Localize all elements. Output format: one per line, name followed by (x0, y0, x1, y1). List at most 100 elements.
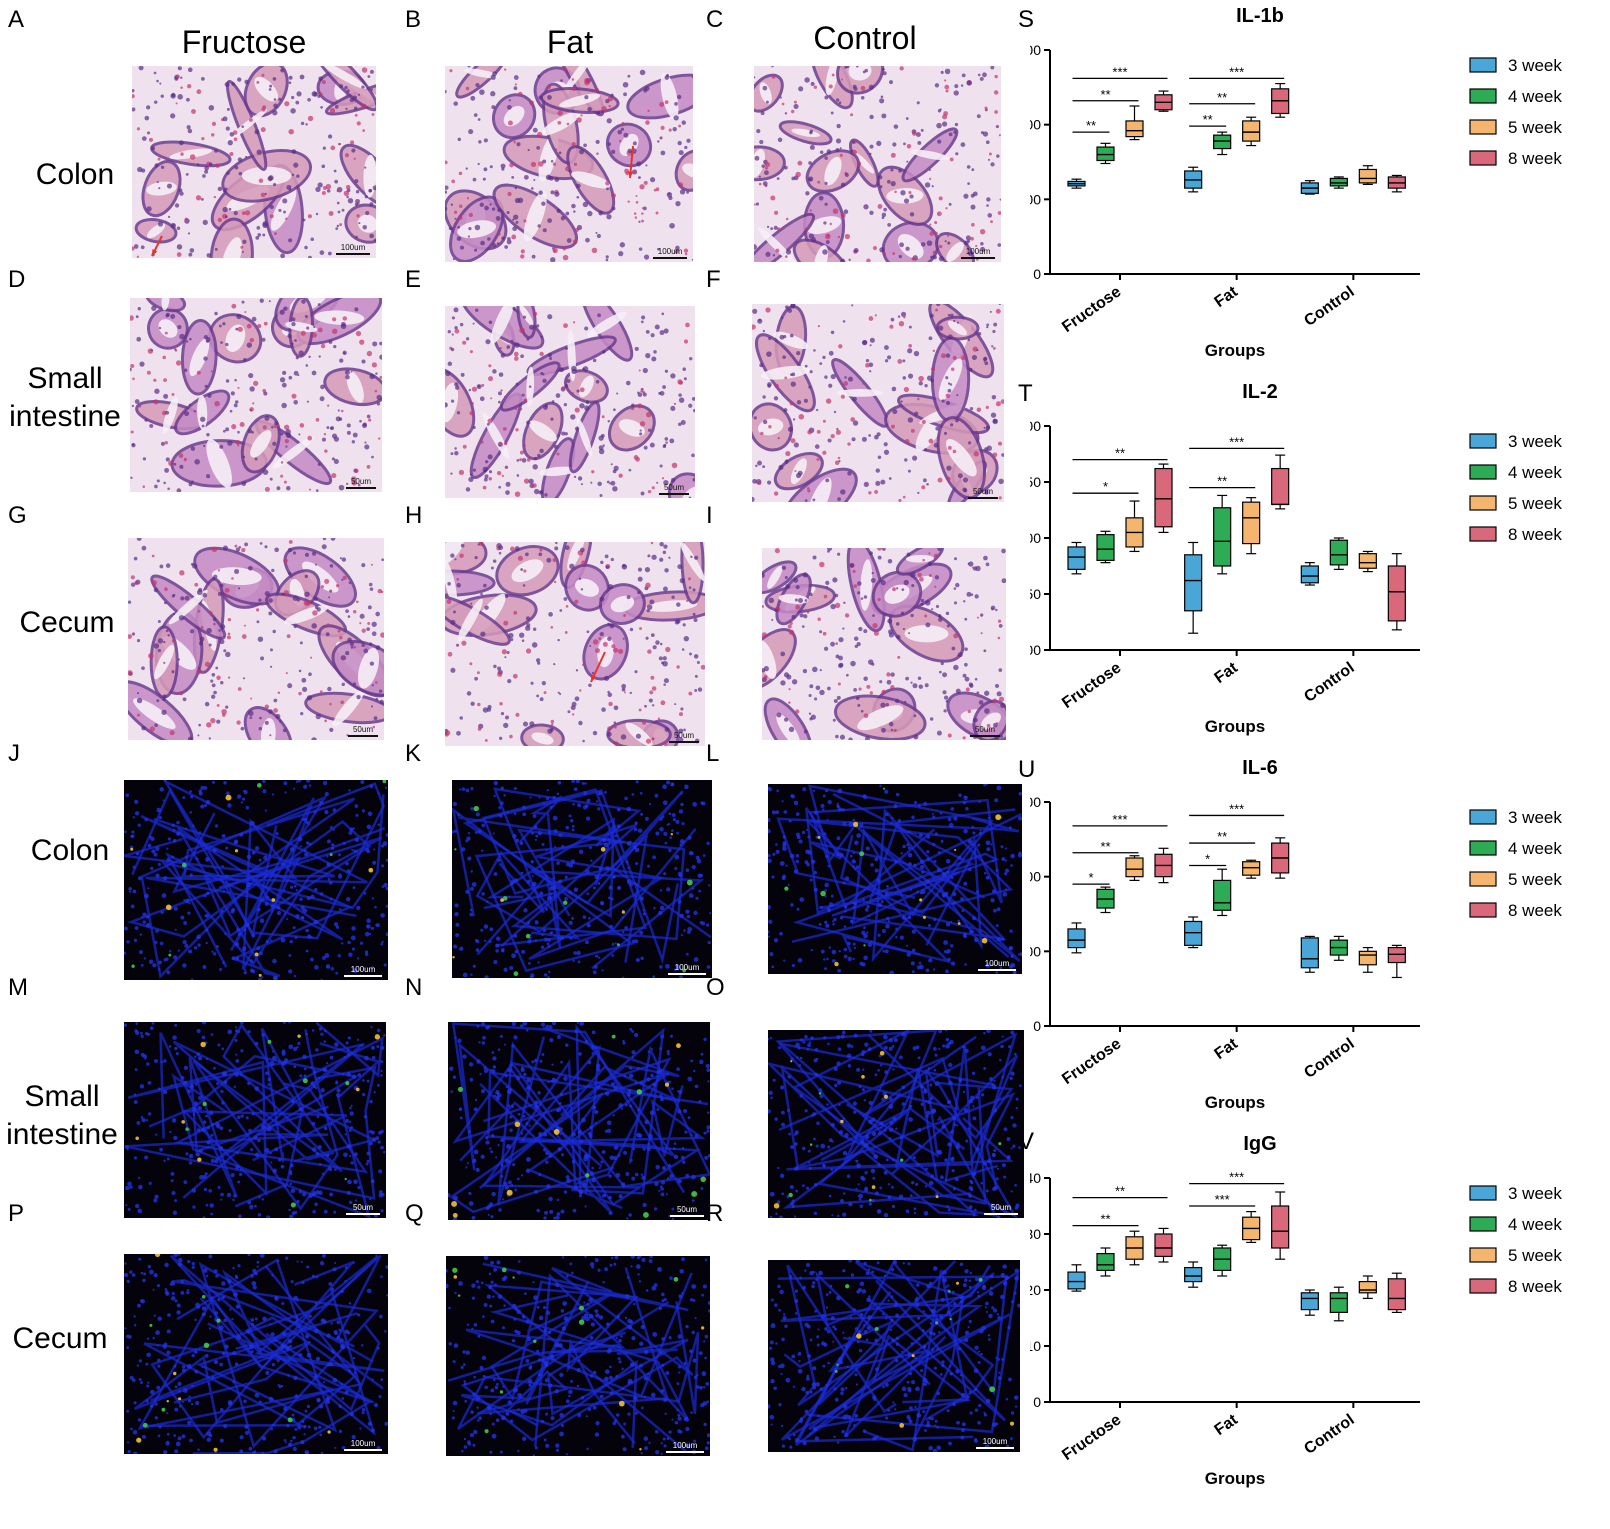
panel-letter-q: Q (405, 1200, 424, 1228)
tissue-image (445, 306, 695, 498)
legend-swatch (1470, 58, 1496, 72)
x-axis-label: Groups (1205, 717, 1265, 736)
micrograph-n: 50um (448, 1022, 710, 1220)
scale-bar: 100um (961, 247, 995, 259)
y-tick-label: 100 (1030, 943, 1041, 959)
box-plot (1388, 554, 1405, 630)
legend-label: 8 week (1508, 1277, 1562, 1296)
scale-bar: 100um (668, 963, 706, 975)
tissue-image (128, 538, 384, 740)
box-plot (1068, 542, 1085, 573)
legend-label: 5 week (1508, 494, 1562, 513)
y-tick-label: 200 (1030, 642, 1041, 658)
scale-bar: 100um (976, 1437, 1014, 1449)
micrograph-a: 100um (132, 66, 376, 258)
y-tick-label: 200 (1030, 117, 1041, 133)
box-plot (1185, 1262, 1202, 1287)
box-plot (1155, 848, 1172, 882)
panel-letter-e: E (405, 266, 421, 294)
significance-label: ** (1100, 87, 1110, 102)
box-plot (1330, 538, 1347, 569)
chart-title: IL-1b (1236, 5, 1284, 27)
panel-letter-n: N (405, 974, 422, 1002)
box-plot (1214, 1245, 1231, 1276)
legend-label: 4 week (1508, 839, 1562, 858)
legend-swatch (1470, 1248, 1496, 1262)
y-tick-label: 40 (1030, 1170, 1041, 1186)
y-tick-label: 300 (1030, 530, 1041, 546)
legend-label: 3 week (1508, 1184, 1562, 1203)
column-header-control: Control (735, 20, 995, 57)
significance-label: *** (1229, 1170, 1244, 1185)
scale-bar: 50um (659, 483, 689, 495)
legend-swatch (1470, 810, 1496, 824)
micrograph-i: 50um (762, 548, 1006, 740)
legend-label: 5 week (1508, 870, 1562, 889)
tissue-image (130, 298, 382, 492)
legend-label: 4 week (1508, 1215, 1562, 1234)
micrograph-p: 100um (124, 1254, 388, 1454)
significance-label: *** (1112, 812, 1127, 827)
significance-label: *** (1215, 1192, 1230, 1207)
micrograph-l: 100um (768, 784, 1022, 974)
tissue-image (452, 780, 712, 978)
box-plot (1097, 143, 1114, 163)
box-plot (1301, 936, 1318, 972)
y-tick-label: 300 (1030, 794, 1041, 810)
x-axis-label: Groups (1205, 341, 1265, 360)
x-tick-label: Fat (1212, 1035, 1242, 1063)
tissue-image (124, 780, 388, 980)
scale-bar: 50um (970, 725, 1000, 737)
tissue-image (445, 542, 705, 746)
axis-lines (1050, 802, 1420, 1026)
box-plot (1068, 923, 1085, 953)
panel-letter-h: H (405, 502, 422, 530)
significance-label: ** (1217, 474, 1227, 489)
x-tick-label: Fat (1212, 659, 1242, 687)
legend-label: 5 week (1508, 118, 1562, 137)
scale-bar: 100um (344, 1439, 382, 1451)
box-plot (1243, 498, 1260, 554)
x-axis-label: Groups (1205, 1469, 1265, 1488)
x-tick-label: Fructose (1059, 659, 1124, 712)
significance-label: ** (1100, 1212, 1110, 1227)
legend-label: 8 week (1508, 525, 1562, 544)
chart-igg: IgG010203040Concentration (mg/ml)Fructos… (1030, 1128, 1610, 1524)
micrograph-h: 50um (445, 542, 705, 746)
significance-label: ** (1203, 112, 1213, 127)
panel-letter-m: M (8, 974, 28, 1002)
x-tick-label: Control (1301, 1035, 1357, 1082)
significance-label: ** (1115, 446, 1125, 461)
box-plot (1272, 455, 1289, 509)
legend-label: 3 week (1508, 808, 1562, 827)
y-tick-label: 250 (1030, 586, 1041, 602)
panel-letter-j: J (8, 740, 20, 768)
box-plot (1272, 84, 1289, 118)
x-tick-label: Fructose (1059, 1035, 1124, 1088)
row-label-cecum-fl: Cecum (0, 1320, 120, 1358)
significance-label: ** (1086, 118, 1096, 133)
box-plot (1126, 501, 1143, 551)
scale-bar: 100um (336, 243, 370, 255)
micrograph-c: 100um (754, 66, 1001, 262)
significance-label: ** (1217, 829, 1227, 844)
x-tick-label: Fat (1212, 1411, 1242, 1439)
box-plot (1301, 563, 1318, 585)
scale-bar: 100um (666, 1441, 704, 1453)
legend-label: 4 week (1508, 87, 1562, 106)
y-tick-label: 350 (1030, 474, 1041, 490)
row-label-colon-he: Colon (0, 156, 150, 194)
scale-bar: 100um (344, 965, 382, 977)
legend-swatch (1470, 527, 1496, 541)
tissue-image (754, 66, 1001, 262)
box-plot (1068, 1265, 1085, 1291)
scale-bar: 50um (968, 487, 998, 499)
column-header-fructose: Fructose (114, 24, 374, 61)
panel-letter-g: G (8, 502, 27, 530)
legend-swatch (1470, 465, 1496, 479)
legend-label: 3 week (1508, 56, 1562, 75)
chart-il-2: IL-2200250300350400Concentration(pg/ml)F… (1030, 376, 1610, 752)
box-plot (1155, 91, 1172, 111)
